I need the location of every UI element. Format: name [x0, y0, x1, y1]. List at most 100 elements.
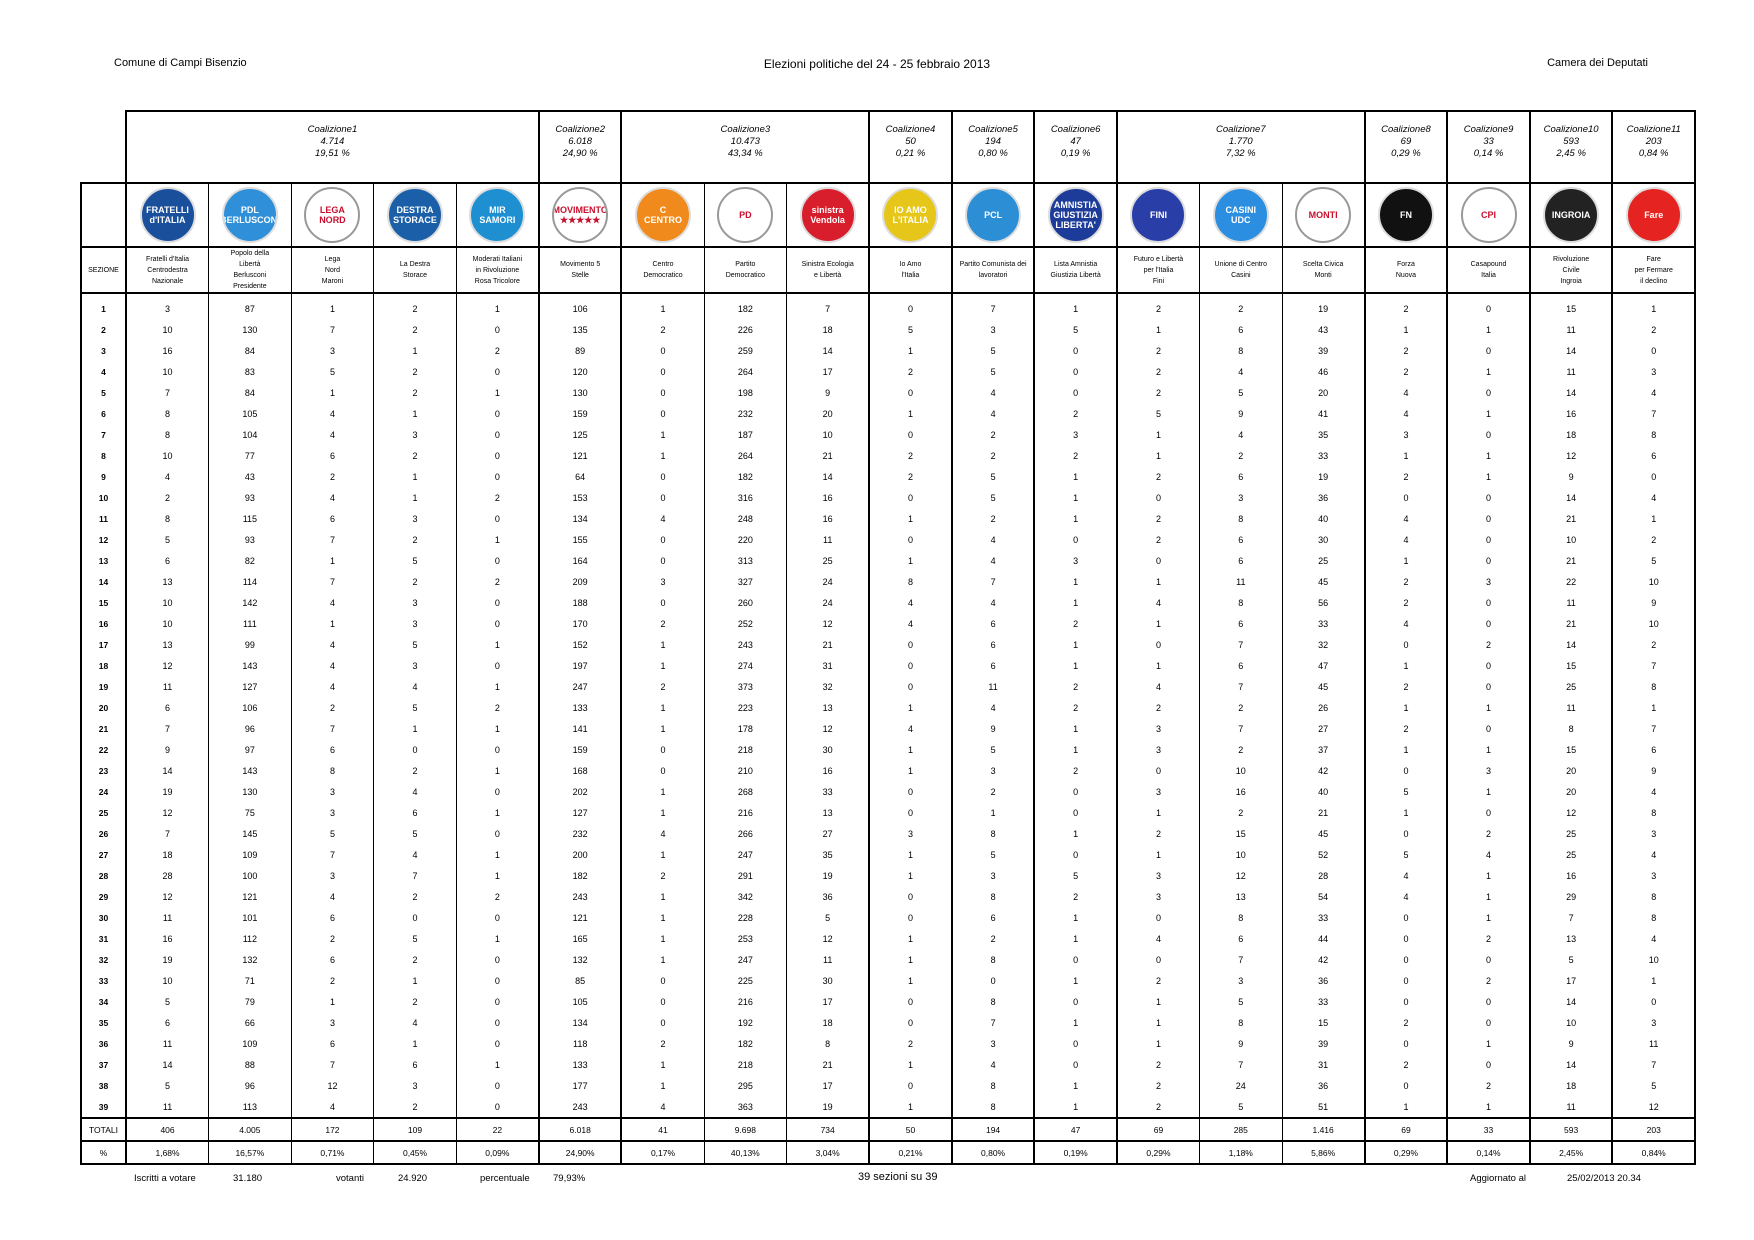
- vote-cell: 1: [290, 550, 374, 571]
- totals-row-cell: 593: [1528, 1117, 1613, 1142]
- coalition-header: Coalizione7 1.770 7,32 %: [1115, 110, 1366, 184]
- vote-cell: 15: [1199, 823, 1283, 844]
- percent-row-cell: 0,14%: [1446, 1140, 1530, 1165]
- vote-cell: 2: [373, 293, 457, 319]
- vote-cell: 5: [1033, 865, 1117, 886]
- party-logo-icon: FRATELLI d'ITALIA: [139, 187, 196, 243]
- vote-cell: 1: [620, 293, 705, 319]
- coalition-percent: 0,19 %: [1060, 148, 1091, 159]
- vote-cell: 16: [125, 928, 209, 949]
- party-name: Scelta Civica Monti: [1281, 247, 1365, 294]
- vote-cell: 6: [950, 634, 1035, 655]
- vote-cell: 0: [868, 655, 952, 676]
- vote-cell: 2: [1033, 613, 1117, 634]
- vote-cell: 1: [1033, 1096, 1117, 1118]
- table-row: 31 16 112 2 5 1 165 1 253 12 1 2 1 4 6 44 0 2 13 4: [80, 928, 1696, 949]
- vote-cell: 9: [1528, 1033, 1613, 1054]
- vote-cell: 8: [1199, 508, 1283, 529]
- vote-cell: 3: [1446, 571, 1530, 592]
- vote-cell: 5: [868, 319, 952, 340]
- vote-cell: 106: [537, 293, 622, 319]
- vote-cell: 248: [703, 508, 787, 529]
- vote-cell: 5: [373, 697, 457, 718]
- vote-cell: 25: [1528, 676, 1613, 697]
- vote-cell: 104: [208, 424, 292, 445]
- vote-cell: 8: [1199, 592, 1283, 613]
- vote-cell: 132: [537, 949, 622, 970]
- vote-cell: 33: [1281, 445, 1365, 466]
- vote-cell: 4: [950, 403, 1035, 424]
- vote-cell: 3: [373, 424, 457, 445]
- vote-cell: 134: [537, 508, 622, 529]
- party-logo-icon: FN: [1377, 187, 1434, 243]
- vote-cell: 228: [703, 907, 787, 928]
- vote-cell: 66: [208, 1012, 292, 1033]
- percent-row-cell: 0,21%: [868, 1140, 952, 1165]
- vote-cell: 8: [950, 1075, 1035, 1096]
- vote-cell: 4: [290, 676, 374, 697]
- vote-cell: 2: [1363, 1012, 1448, 1033]
- section-number: 6: [80, 403, 126, 424]
- section-number: 7: [80, 424, 126, 445]
- vote-cell: 4: [125, 466, 209, 487]
- vote-cell: 2: [1115, 970, 1200, 991]
- vote-cell: 12: [125, 886, 209, 907]
- vote-cell: 2: [455, 886, 539, 907]
- vote-cell: 11: [950, 676, 1035, 697]
- vote-cell: 18: [786, 319, 870, 340]
- section-number: 1: [80, 293, 126, 319]
- coalition-header: Coalizione8 69 0,29 %: [1363, 110, 1449, 184]
- vote-cell: 5: [290, 361, 374, 382]
- vote-cell: 14: [125, 1054, 209, 1075]
- page-title: Elezioni politiche del 24 - 25 febbraio …: [763, 57, 991, 71]
- vote-cell: 11: [786, 529, 870, 550]
- vote-cell: 8: [950, 949, 1035, 970]
- vote-cell: 0: [1446, 487, 1530, 508]
- vote-cell: 12: [1611, 1096, 1696, 1118]
- table-row: 24 19 130 3 4 0 202 1 268 33 0 2 0 3 16 40 5 1 20 4: [80, 781, 1696, 802]
- party-logo-cell: DESTRA STORACE: [373, 183, 457, 248]
- vote-cell: 10: [1611, 949, 1696, 970]
- vote-cell: 14: [1528, 1054, 1613, 1075]
- vote-cell: 291: [703, 865, 787, 886]
- vote-cell: 4: [373, 844, 457, 865]
- vote-cell: 26: [1281, 697, 1365, 718]
- coalition-votes: 4.714: [320, 136, 345, 147]
- vote-cell: 0: [1115, 907, 1200, 928]
- vote-cell: 141: [537, 718, 622, 739]
- coalition-percent: 2,45 %: [1556, 148, 1586, 159]
- vote-cell: 6: [1199, 655, 1283, 676]
- vote-cell: 4: [1363, 529, 1448, 550]
- vote-cell: 2: [950, 424, 1035, 445]
- vote-cell: 6: [125, 550, 209, 571]
- vote-cell: 8: [1611, 676, 1696, 697]
- vote-cell: 232: [703, 403, 787, 424]
- table-row: 27 18 109 7 4 1 200 1 247 35 1 5 0 1 10 52 5 4 25 4: [80, 844, 1696, 865]
- table-row: 4 10 83 5 2 0 120 0 264 17 2 5 0 2 4 46 2 1 11 3: [80, 361, 1696, 382]
- percent-row-cell: 40,13%: [703, 1140, 787, 1165]
- vote-cell: 39: [1281, 340, 1365, 361]
- vote-cell: 97: [208, 739, 292, 760]
- percent-row-cell: 0,09%: [455, 1140, 539, 1165]
- vote-cell: 0: [620, 466, 705, 487]
- coalition-header: Coalizione3 10.473 43,34 %: [620, 110, 871, 184]
- vote-cell: 6: [1199, 319, 1283, 340]
- vote-cell: 1: [1033, 928, 1117, 949]
- vote-cell: 7: [290, 529, 374, 550]
- party-logo-icon: FINI: [1130, 187, 1187, 243]
- vote-cell: 11: [1199, 571, 1283, 592]
- totals-row-cell: 734: [786, 1117, 870, 1142]
- vote-cell: 6: [1199, 613, 1283, 634]
- vote-cell: 93: [208, 529, 292, 550]
- vote-cell: 1: [455, 928, 539, 949]
- coalition-percent: 19,51 %: [315, 148, 350, 159]
- vote-cell: 10: [1611, 571, 1696, 592]
- vote-cell: 5: [1611, 550, 1696, 571]
- vote-cell: 5: [950, 739, 1035, 760]
- vote-cell: 3: [290, 1012, 374, 1033]
- vote-cell: 6: [290, 949, 374, 970]
- vote-cell: 4: [950, 529, 1035, 550]
- vote-cell: 4: [1363, 865, 1448, 886]
- vote-cell: 1: [1611, 970, 1696, 991]
- vote-cell: 41: [1281, 403, 1365, 424]
